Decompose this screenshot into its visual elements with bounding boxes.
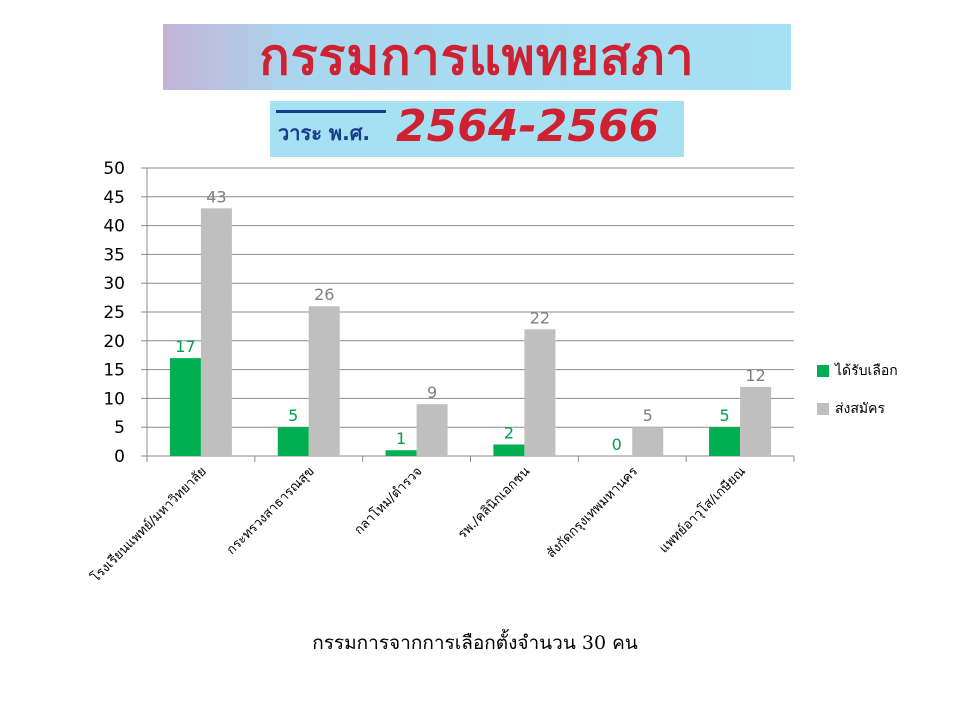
y-tick-label: 25 bbox=[103, 303, 125, 323]
legend-item-elected: ได้รับเลือก bbox=[817, 360, 898, 382]
y-tick-label: 40 bbox=[103, 217, 125, 237]
term-banner: วาระ พ.ศ. 2564-2566 bbox=[270, 101, 684, 157]
data-label-elected: 5 bbox=[288, 406, 298, 425]
y-tick-label: 15 bbox=[103, 361, 125, 381]
bar-applied bbox=[524, 329, 556, 456]
x-tick-label: กระทรวงสาธารณสุข bbox=[224, 464, 318, 558]
term-prefix: วาระ พ.ศ. bbox=[278, 121, 370, 145]
y-tick-label: 10 bbox=[103, 389, 125, 409]
bar-applied bbox=[632, 427, 664, 456]
bar-applied bbox=[740, 386, 772, 456]
x-tick-label: โรงเรียนแพทย์/มหาวิทยาลัย bbox=[88, 464, 210, 586]
bar-elected bbox=[169, 358, 201, 456]
legend-swatch-applied bbox=[817, 403, 829, 415]
legend-label-applied: ส่งสมัคร bbox=[835, 401, 886, 417]
data-label-elected: 0 bbox=[612, 435, 622, 454]
y-tick-label: 0 bbox=[114, 447, 125, 467]
y-tick-label: 5 bbox=[114, 418, 125, 438]
bar-applied bbox=[416, 404, 448, 456]
x-axis-caption: กรรมการจากการเลือกตั้งจำนวน 30 คน bbox=[312, 632, 638, 654]
data-label-elected: 17 bbox=[175, 337, 195, 356]
y-tick-label: 35 bbox=[103, 245, 125, 265]
legend: ได้รับเลือก ส่งสมัคร bbox=[817, 360, 898, 436]
data-label-applied: 43 bbox=[206, 187, 226, 206]
data-label-applied: 5 bbox=[643, 406, 653, 425]
bar-elected bbox=[385, 450, 417, 456]
bar-applied bbox=[200, 208, 232, 456]
data-label-applied: 26 bbox=[314, 285, 334, 304]
x-tick-label: รพ./คลินิกเอกชน bbox=[455, 464, 533, 542]
bar-elected bbox=[277, 427, 309, 456]
y-tick-label: 30 bbox=[103, 274, 125, 294]
term-years: 2564-2566 bbox=[396, 101, 660, 152]
legend-item-applied: ส่งสมัคร bbox=[817, 398, 898, 420]
x-tick-label: สังกัดกรุงเทพมหานคร bbox=[544, 464, 641, 561]
data-label-applied: 12 bbox=[745, 366, 765, 385]
legend-swatch-elected bbox=[817, 365, 829, 377]
data-label-elected: 5 bbox=[719, 406, 729, 425]
x-tick-label: แพทย์อาวุโส/เกษียณ bbox=[656, 464, 749, 557]
chart-title: กรรมการแพทยสภา bbox=[259, 28, 695, 86]
y-tick-label: 20 bbox=[103, 332, 125, 352]
title-banner: กรรมการแพทยสภา bbox=[163, 24, 791, 90]
data-label-applied: 22 bbox=[530, 308, 550, 327]
legend-label-elected: ได้รับเลือก bbox=[835, 363, 898, 379]
y-tick-label: 45 bbox=[103, 188, 125, 208]
bar-applied bbox=[308, 306, 340, 456]
x-tick-label: กลาโหม/ตำรวจ bbox=[351, 464, 425, 538]
data-label-elected: 1 bbox=[396, 429, 406, 448]
term-rule bbox=[276, 110, 386, 113]
y-tick-label: 50 bbox=[103, 159, 125, 179]
bar-elected bbox=[709, 427, 741, 456]
bar-elected bbox=[493, 444, 525, 456]
data-label-elected: 2 bbox=[504, 423, 514, 442]
data-label-applied: 9 bbox=[427, 383, 437, 402]
